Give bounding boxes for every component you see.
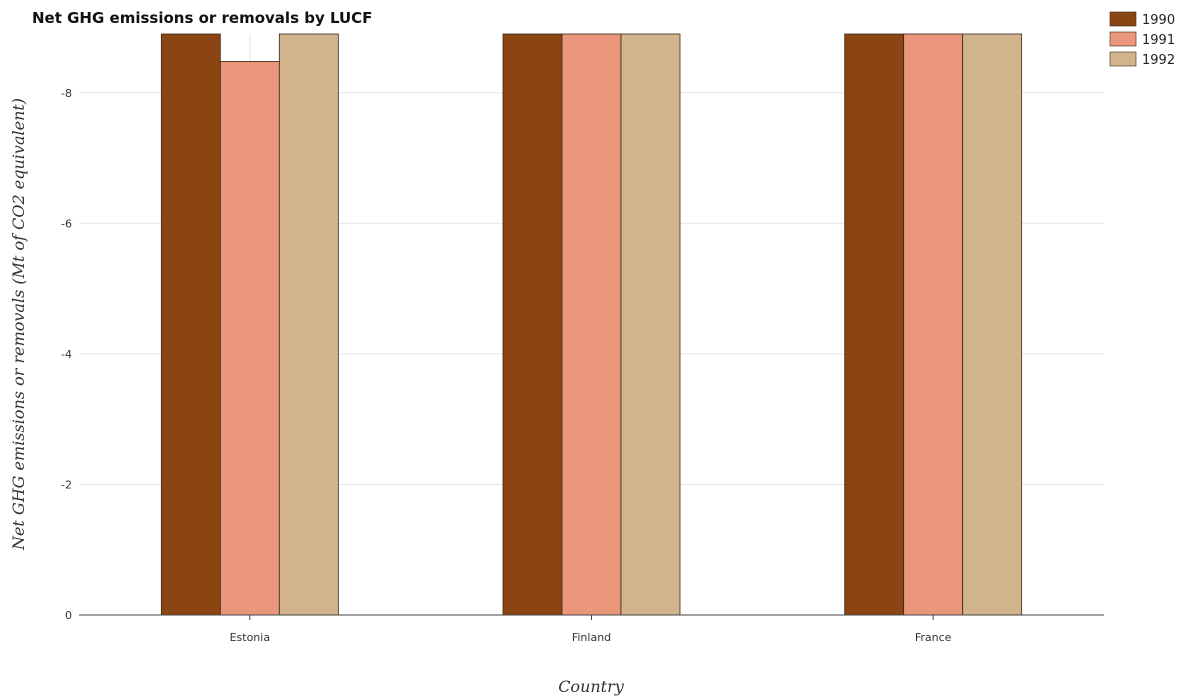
bar-1991-france [903,33,964,616]
bar-1990-france [844,33,905,616]
tick-labels: 0 -2 -4 -6 -8 Estonia Finland France [61,87,952,644]
bar-1992-france [962,33,1023,616]
bar-1990-finland [502,33,563,616]
bar-1990-estonia [160,33,221,616]
bar-1992-estonia [278,33,339,616]
y-tick-label: 0 [65,609,72,622]
x-axis-label: Country [558,677,625,696]
legend-label-1990: 1990 [1142,13,1175,28]
y-tick-label: -8 [61,87,72,100]
y-tick-label: -2 [61,478,72,491]
legend-swatch-1990 [1109,11,1137,27]
legend-swatch-1991 [1109,31,1137,47]
y-tick-label: -4 [61,348,72,361]
legend-label-1991: 1991 [1142,33,1175,48]
legend-swatch-1992 [1109,51,1137,67]
x-tick-label: France [915,631,952,644]
y-tick-label: -6 [61,217,72,230]
x-tick-label: Estonia [230,631,271,644]
legend-label-1992: 1992 [1142,53,1175,68]
bars [160,33,1023,616]
chart-title: Net GHG emissions or removals by LUCF [32,9,372,27]
legend: 1990 1991 1992 [1109,11,1175,68]
y-axis-label: Net GHG emissions or removals (Mt of CO2… [9,98,28,551]
bar-1991-estonia [219,61,280,616]
bar-1991-finland [561,33,622,616]
bar-1992-finland [620,33,681,616]
x-tick-label: Finland [572,631,611,644]
